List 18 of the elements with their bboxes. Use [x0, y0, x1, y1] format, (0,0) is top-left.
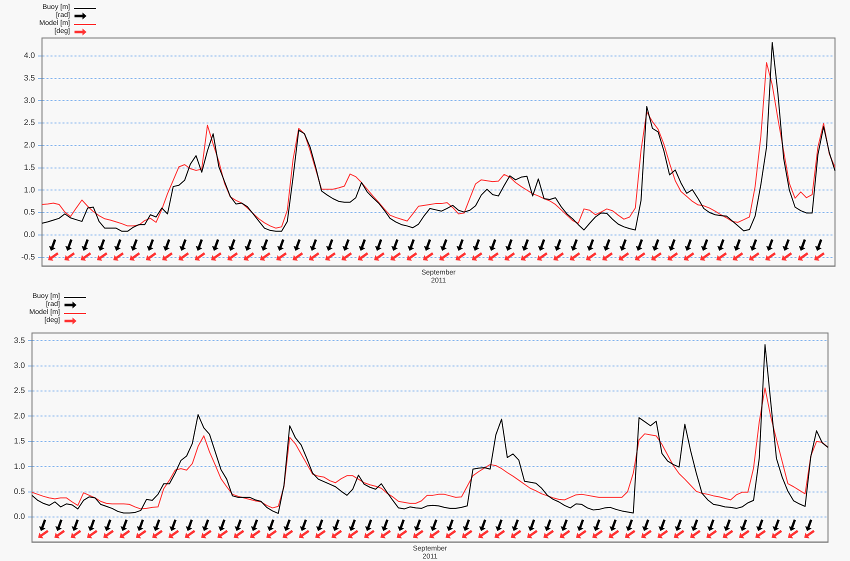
y-tick-label: 3.5: [24, 73, 36, 82]
y-tick-label: 4.0: [24, 51, 36, 60]
y-tick-label: 1.0: [14, 462, 26, 471]
y-tick-label: 2.0: [14, 411, 26, 420]
y-tick-label: 3.0: [14, 360, 26, 370]
y-tick-label: 2.5: [14, 386, 26, 396]
y-tick-label: 2.5: [24, 118, 36, 128]
y-tick-label: 1.0: [24, 185, 36, 194]
y-tick-label: 1.5: [24, 162, 36, 172]
y-tick-label: 0.5: [14, 486, 26, 496]
y-tick-label: 0.5: [24, 208, 36, 217]
y-tick-label: 0.0: [14, 512, 26, 522]
y-tick-label: 3.0: [24, 96, 36, 105]
y-tick-label: -0.5: [21, 252, 36, 262]
y-tick-label: 3.5: [14, 336, 26, 345]
y-tick-label: 2.0: [24, 140, 36, 150]
y-tick-label: 0.0: [24, 230, 36, 240]
y-tick-label: 1.5: [14, 436, 26, 446]
